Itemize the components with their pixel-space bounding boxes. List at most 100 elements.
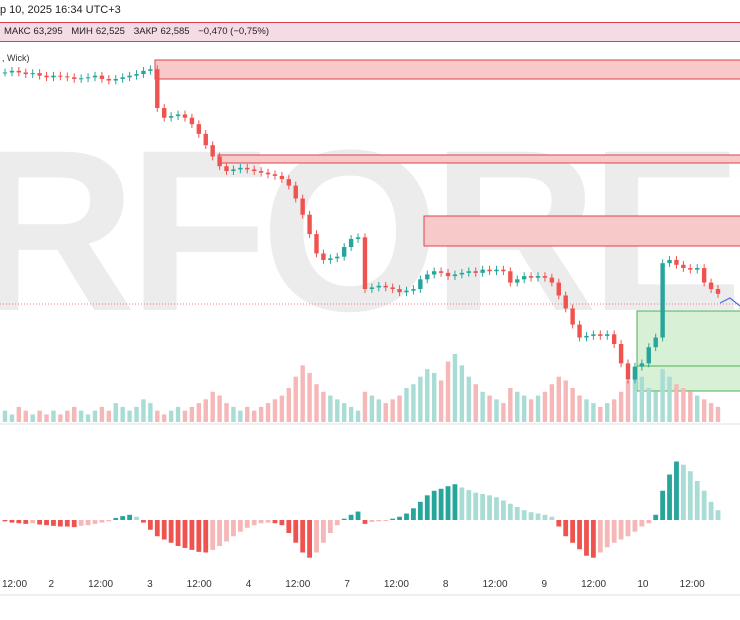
candle-body: [335, 256, 340, 259]
candle-body: [258, 171, 264, 173]
volume-bar: [272, 399, 278, 422]
volume-bar: [293, 376, 298, 422]
oscillator-bar: [314, 520, 319, 553]
oscillator-bar: [154, 520, 160, 537]
volume-bar: [591, 403, 596, 422]
forecast-line: [719, 297, 740, 307]
volume-bar: [563, 380, 568, 422]
candle-body: [168, 116, 174, 118]
candle-body: [231, 169, 236, 172]
volume-bar: [182, 410, 188, 422]
candle-body: [148, 69, 153, 71]
candle-body: [369, 287, 375, 290]
candle-body: [175, 114, 181, 117]
volume-bar: [175, 406, 181, 422]
oscillator-bar: [639, 520, 645, 527]
oscillator-bar: [431, 490, 437, 520]
oscillator-bar: [424, 495, 430, 520]
oscillator-bar: [141, 520, 146, 523]
volume-bar: [16, 406, 22, 422]
volume-bar: [667, 376, 672, 422]
candle-body: [418, 279, 423, 290]
volume-layer: [2, 354, 721, 422]
oscillator-bar: [528, 512, 534, 520]
candle-body: [162, 108, 167, 118]
change-value: −0,470 (−0,75%): [198, 26, 269, 37]
oscillator-layer: [2, 461, 721, 558]
candle-body: [632, 366, 638, 380]
volume-bar: [473, 384, 478, 422]
supply-zone-2: [217, 154, 740, 164]
volume-bar: [252, 410, 257, 422]
x-axis-ticks: 12:00 2 12:00 3 12:00 4 12:00 7 12:00 8 12:00 9 12:0…: [2, 579, 705, 590]
x-tick-label: 12:00: [88, 579, 113, 590]
volume-bar: [217, 395, 222, 422]
oscillator-bar: [265, 520, 271, 523]
volume-bar: [397, 395, 402, 422]
candle-body: [99, 75, 105, 79]
candle-body: [210, 145, 215, 157]
candle-body: [348, 238, 354, 248]
oscillator-bar: [71, 520, 77, 528]
volume-bar: [369, 395, 375, 422]
volume-bar: [113, 403, 118, 422]
x-tick-label: 8: [443, 579, 449, 590]
volume-bar: [411, 384, 416, 422]
volume-bar: [203, 399, 208, 422]
volume-bar: [418, 376, 423, 422]
volume-bar: [92, 410, 98, 422]
volume-bar: [30, 414, 35, 422]
candle-body: [182, 114, 188, 118]
oscillator-bar: [680, 464, 686, 520]
volume-bar: [501, 403, 506, 422]
candle-body: [245, 167, 250, 170]
oscillator-bar: [597, 520, 603, 553]
candle-body: [355, 237, 361, 239]
candle-body: [134, 74, 139, 76]
oscillator-bar: [51, 520, 56, 526]
volume-bar: [466, 376, 471, 422]
volume-bar: [2, 410, 8, 422]
high-label-text: МАКС: [4, 26, 31, 37]
x-tick-label: 12:00: [384, 579, 409, 590]
candle-body: [611, 334, 617, 344]
x-tick-label: 12:00: [581, 579, 606, 590]
candle-body: [625, 363, 631, 380]
candle-body: [321, 253, 326, 260]
oscillator-bar: [694, 481, 700, 520]
oscillator-bar: [701, 490, 707, 520]
candle-body: [265, 172, 271, 175]
candle-body: [217, 156, 222, 167]
candle-body: [390, 287, 395, 290]
volume-bar: [625, 380, 631, 422]
oscillator-bar: [584, 520, 589, 556]
oscillator-bar: [611, 520, 617, 543]
oscillator-bar: [473, 492, 479, 520]
volume-bar: [618, 391, 624, 422]
volume-bar: [314, 384, 319, 422]
volume-bar: [674, 384, 679, 422]
oscillator-bar: [535, 513, 541, 520]
close-label-text: ЗАКР: [133, 26, 158, 37]
candle-layer: [2, 65, 721, 384]
candle-body: [425, 274, 430, 280]
ohlc-legend: МАКС 63,295 МИН 62,525 ЗАКР 62,585 −0,470 (…: [0, 22, 740, 42]
candle-body: [681, 264, 686, 269]
candle-body: [189, 117, 195, 125]
volume-bar: [265, 403, 271, 422]
candle-body: [542, 276, 548, 278]
oscillator-bar: [182, 520, 188, 548]
volume-bar: [231, 406, 236, 422]
candle-body: [120, 77, 125, 79]
oscillator-bar: [196, 520, 202, 552]
candle-body: [494, 269, 499, 272]
x-tick-label: 12:00: [482, 579, 507, 590]
oscillator-bar: [16, 520, 22, 524]
oscillator-bar: [272, 520, 278, 524]
volume-bar: [632, 369, 638, 422]
volume-bar: [328, 395, 333, 422]
candle-body: [362, 237, 368, 290]
oscillator-bar: [480, 494, 486, 520]
oscillator-bar: [542, 514, 548, 520]
